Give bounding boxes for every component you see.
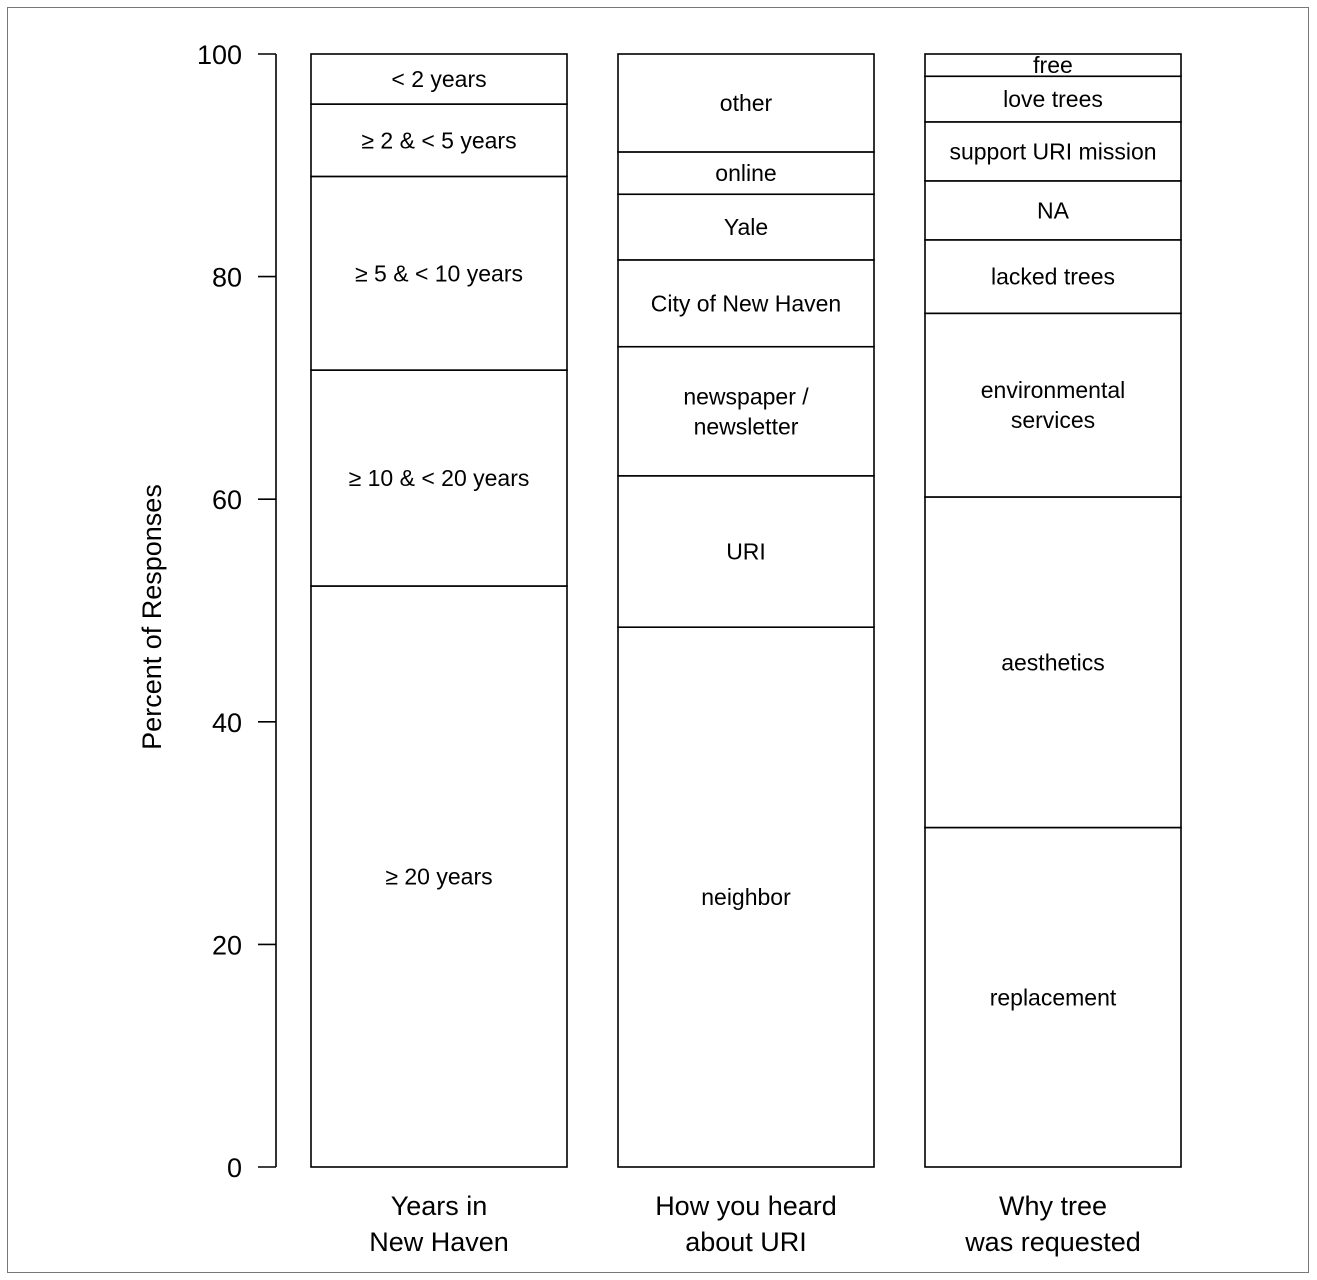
y-axis-title: Percent of Responses (137, 484, 167, 750)
bar-segment (617, 151, 875, 196)
y-tick-label: 100 (197, 40, 242, 70)
bar-segment (924, 53, 1182, 78)
bar-segment (924, 496, 1182, 829)
stacked-bar: replacement aesthetics environmental servic… (924, 52, 1182, 1168)
y-tick-label: 20 (212, 930, 242, 960)
bar-segment (924, 75, 1182, 123)
category-label: about URI (685, 1227, 807, 1257)
stacked-bar: neighbor URI newspaper / newsletter City of … (617, 53, 875, 1168)
segment-label: URI (726, 539, 766, 565)
segment-label: NA (1037, 197, 1070, 223)
segment-label: City of New Haven (651, 290, 841, 316)
category-label: New Haven (369, 1227, 509, 1257)
bar-segment (310, 53, 568, 105)
bar-segment (310, 585, 568, 1168)
bars-group: ≥ 20 years ≥ 10 & < 20 years ≥ 5 & < 10 ye… (310, 52, 1182, 1168)
bar-segment (924, 239, 1182, 315)
segment-label: ≥ 5 & < 10 years (355, 260, 523, 286)
segment-label: free (1033, 52, 1073, 78)
category-label: was requested (964, 1227, 1141, 1257)
bar-segment (617, 259, 875, 348)
segment-label: environmental (981, 377, 1125, 403)
segment-label: love trees (1003, 86, 1103, 112)
segment-label: services (1011, 407, 1095, 433)
bar-segment (924, 121, 1182, 182)
category-label: How you heard (655, 1191, 837, 1221)
bar-segment (617, 475, 875, 628)
bar-segment (310, 175, 568, 371)
y-tick-label: 80 (212, 263, 242, 293)
bar-segment (310, 103, 568, 178)
segment-label: aesthetics (1001, 649, 1105, 675)
segment-label: neighbor (701, 884, 791, 910)
y-tick-label: 60 (212, 485, 242, 515)
segment-label: replacement (990, 984, 1117, 1010)
bar-segment (924, 180, 1182, 241)
stacked-bar: ≥ 20 years ≥ 10 & < 20 years ≥ 5 & < 10 ye… (310, 53, 568, 1168)
segment-label: Yale (724, 214, 768, 240)
category-label: Years in (391, 1191, 488, 1221)
figure-frame (7, 7, 1309, 1273)
segment-label: support URI mission (949, 138, 1156, 164)
bar-segment (924, 312, 1182, 498)
segment-label: < 2 years (391, 66, 486, 92)
segment-label: online (715, 160, 776, 186)
y-tick-label: 40 (212, 708, 242, 738)
segment-label: ≥ 10 & < 20 years (349, 465, 530, 491)
category-labels: Years in New Haven How you heard about URI W… (369, 1191, 1141, 1257)
category-label: Why tree (999, 1191, 1107, 1221)
y-tick-label: 0 (227, 1153, 242, 1183)
segment-label: newsletter (694, 413, 799, 439)
bar-segment (924, 826, 1182, 1168)
segment-label: newspaper / (683, 383, 809, 409)
y-axis: 0 20 40 60 80 100 (197, 40, 277, 1183)
bar-segment (617, 53, 875, 153)
segment-label: ≥ 2 & < 5 years (361, 127, 516, 153)
segment-label: ≥ 20 years (385, 864, 492, 890)
segment-label: other (720, 90, 773, 116)
segment-label: lacked trees (991, 264, 1115, 290)
bar-segment (617, 345, 875, 477)
bar-segment (310, 369, 568, 587)
bar-segment (617, 626, 875, 1168)
